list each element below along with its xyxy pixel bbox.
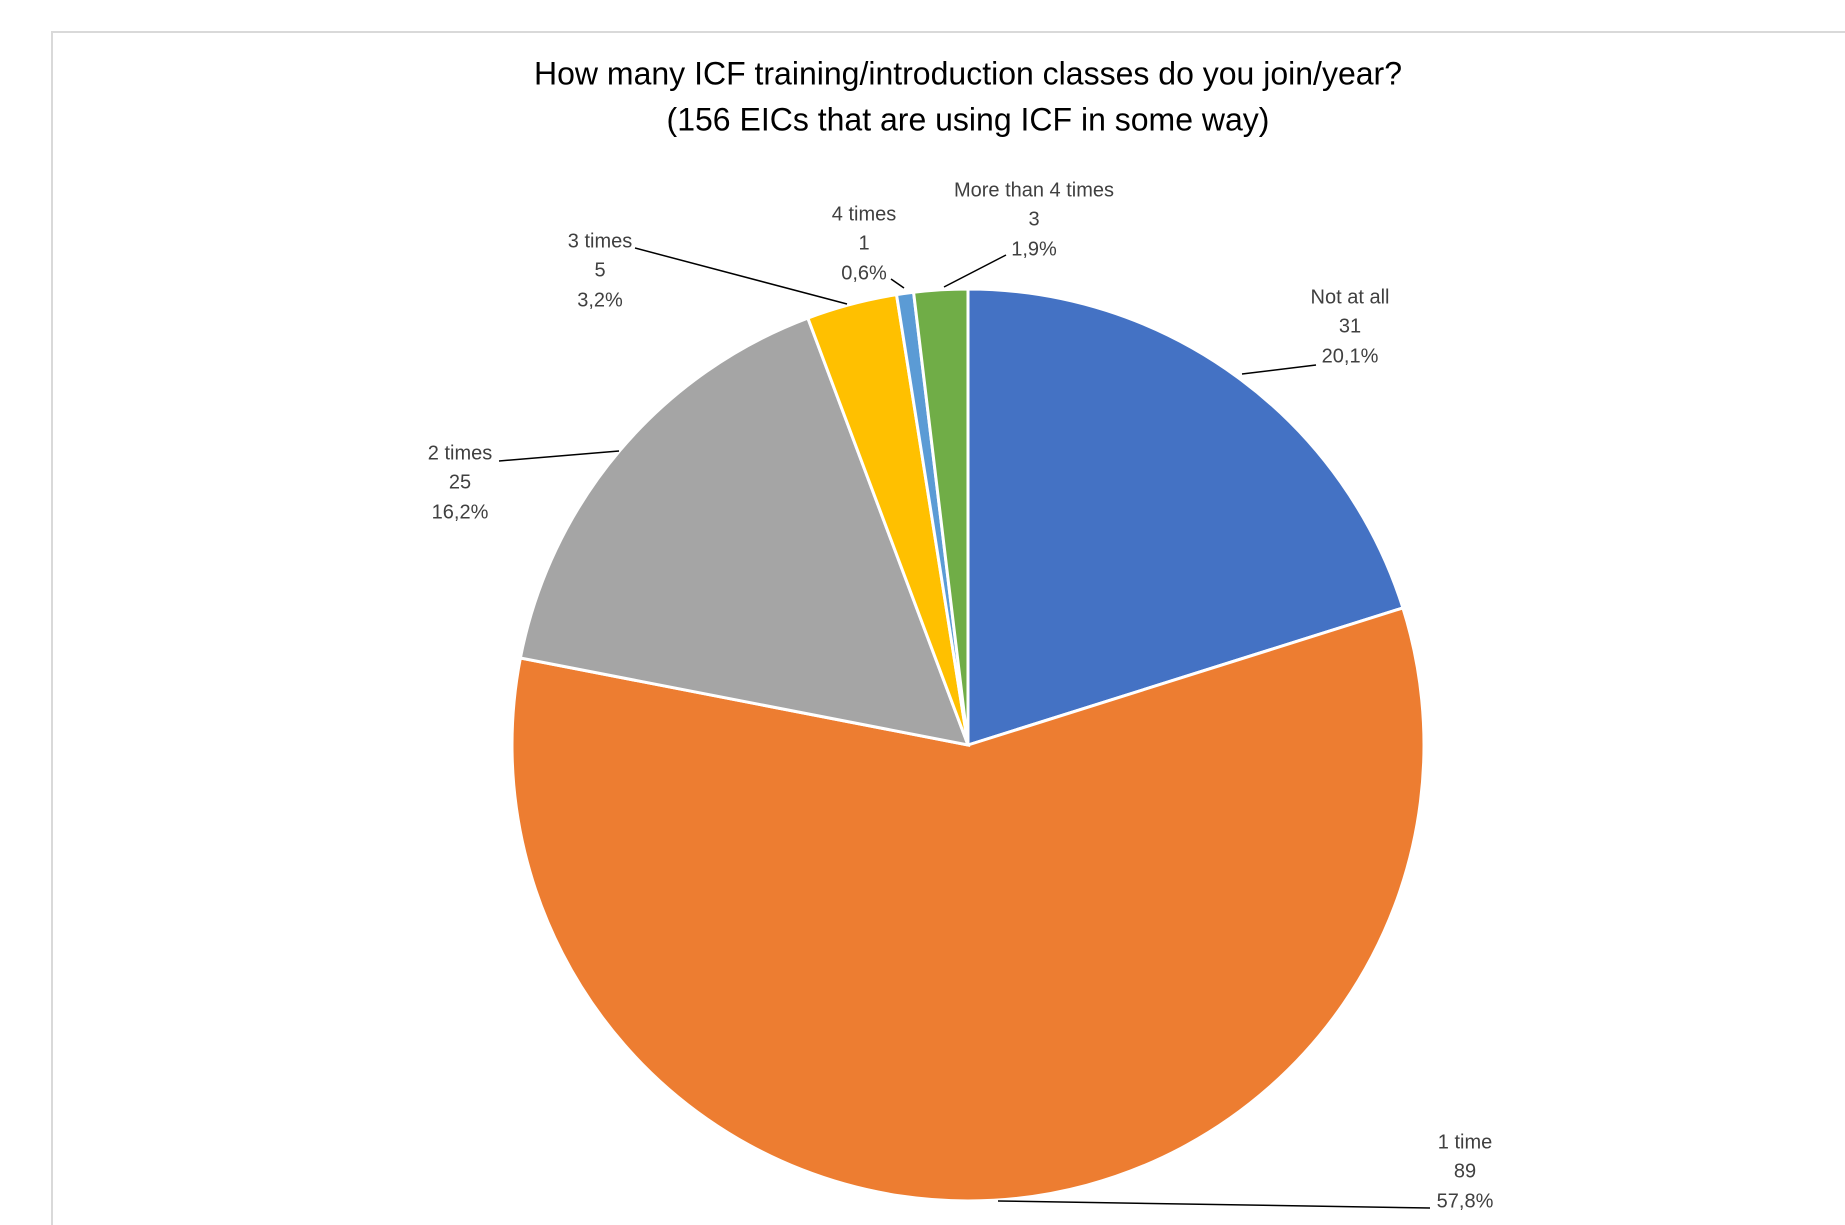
data-label-count: 3 bbox=[1028, 208, 1039, 230]
data-label-count: 25 bbox=[449, 471, 471, 493]
leader-line bbox=[943, 254, 1007, 288]
data-label-percent: 3,2% bbox=[577, 289, 623, 311]
pie-slice bbox=[510, 606, 1426, 1203]
data-label-count: 5 bbox=[594, 259, 605, 281]
data-label-name: More than 4 times bbox=[954, 179, 1114, 201]
data-label-name: 3 times bbox=[568, 230, 632, 252]
pie-slice bbox=[966, 287, 1405, 748]
leader-line bbox=[1241, 364, 1317, 375]
data-label-name: Not at all bbox=[1311, 286, 1390, 308]
chart-title: How many ICF training/introduction class… bbox=[534, 55, 1402, 91]
data-label-name: 1 time bbox=[1438, 1131, 1492, 1153]
data-label-name: 2 times bbox=[428, 442, 492, 464]
data-label-count: 1 bbox=[858, 232, 869, 254]
data-label-percent: 16,2% bbox=[432, 501, 489, 523]
data-label-percent: 57,8% bbox=[1437, 1190, 1494, 1212]
leader-line bbox=[890, 278, 905, 289]
pie-slice bbox=[911, 287, 970, 746]
data-label-percent: 0,6% bbox=[841, 262, 887, 284]
data-label-name: 4 times bbox=[832, 203, 896, 225]
data-label-count: 89 bbox=[1454, 1160, 1476, 1182]
data-label-count: 31 bbox=[1339, 315, 1361, 337]
pie-slice bbox=[518, 316, 971, 747]
leader-line bbox=[634, 247, 848, 305]
chart-subtitle: (156 EICs that are using ICF in some way… bbox=[667, 101, 1270, 137]
data-label-percent: 20,1% bbox=[1322, 345, 1379, 367]
data-label-percent: 1,9% bbox=[1011, 238, 1057, 260]
chart-frame bbox=[51, 31, 1845, 1225]
leader-line bbox=[498, 450, 620, 462]
leader-line bbox=[997, 1200, 1431, 1209]
